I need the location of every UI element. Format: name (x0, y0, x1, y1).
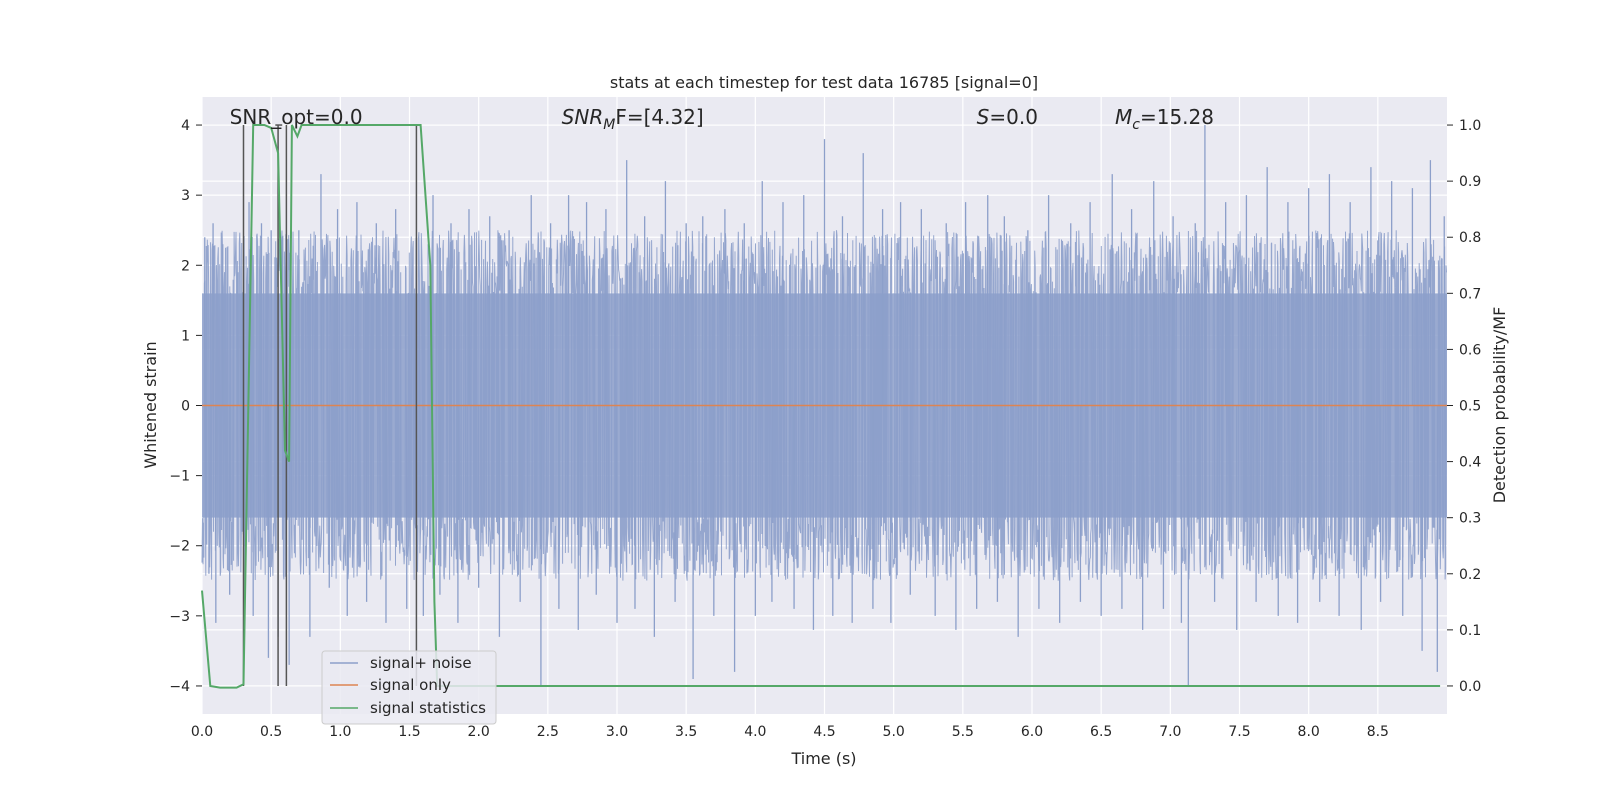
x-tick-label: 6.5 (1090, 724, 1112, 740)
signal-statistics-line (201, 124, 1441, 689)
series-lines (201, 124, 1447, 689)
y-right-tick-label: 0.0 (1459, 679, 1481, 695)
x-tick-label: 5.5 (952, 724, 974, 740)
y-right-tick-label: 0.3 (1459, 511, 1481, 527)
x-tick-label: 8.0 (1298, 724, 1320, 740)
y-right-tick-label: 0.7 (1459, 286, 1481, 302)
y-tick-label: 1 (181, 328, 190, 344)
chart-title: stats at each timestep for test data 167… (610, 73, 1038, 92)
y-tick-label: −3 (169, 609, 190, 625)
x-tick-label: 8.5 (1367, 724, 1389, 740)
x-tick-label: 1.5 (398, 724, 420, 740)
y-right-tick-label: 0.9 (1459, 174, 1481, 190)
x-tick-label: 7.0 (1159, 724, 1181, 740)
tick-labels: 0.0 0.5 1.0 1.5 2.0 2.5 3.0 3.5 4.0 4.5 5.0 5.5 6.0 6… (169, 118, 1481, 740)
y-right-tick-label: 1.0 (1459, 118, 1481, 134)
x-tick-label: 3.5 (675, 724, 697, 740)
legend-label-signal-statistics: signal statistics (370, 699, 486, 717)
y-right-tick-label: 0.8 (1459, 230, 1481, 246)
x-tick-label: 4.0 (744, 724, 766, 740)
y-right-tick-label: 0.6 (1459, 342, 1481, 358)
y-axis-label: Whitened strain (141, 341, 160, 468)
y-right-tick-label: 0.1 (1459, 623, 1481, 639)
y-right-tick-label: 0.5 (1459, 399, 1481, 415)
x-axis-label: Time (s) (790, 749, 856, 768)
y-tick-label: −4 (169, 679, 190, 695)
x-tick-label: 2.5 (537, 724, 559, 740)
x-tick-label: 0.5 (260, 724, 282, 740)
x-tick-label: 7.5 (1228, 724, 1250, 740)
annotation-0: SNR_opt=0.0 (230, 105, 363, 129)
annotations: SNR_opt=0.0 SNRMF=[4.32] S=0.0 Mc=15.28 (230, 105, 1214, 133)
annotation-2: S=0.0 (977, 105, 1038, 129)
x-tick-label: 2.0 (468, 724, 490, 740)
x-tick-label: 4.5 (813, 724, 835, 740)
y-right-tick-label: 0.4 (1459, 455, 1481, 471)
annotation-1: SNRMF=[4.32] (562, 105, 704, 133)
y-tick-label: 2 (181, 258, 190, 274)
y-tick-label: 3 (181, 188, 190, 204)
x-tick-label: 6.0 (1021, 724, 1043, 740)
legend-label-signal-only: signal only (370, 676, 451, 694)
legend: signal+ noise signal only signal statist… (321, 650, 497, 725)
x-tick-label: 1.0 (329, 724, 351, 740)
y-tick-label: 0 (181, 399, 190, 415)
y-right-tick-label: 0.2 (1459, 567, 1481, 583)
y-tick-label: −1 (169, 469, 190, 485)
y-tick-label: 4 (181, 118, 190, 134)
x-tick-label: 5.0 (883, 724, 905, 740)
legend-label-signal-plus-noise: signal+ noise (370, 654, 472, 672)
x-tick-label: 3.0 (606, 724, 628, 740)
legend-box (321, 650, 497, 725)
annotation-3: Mc=15.28 (1115, 105, 1214, 133)
x-tick-label: 0.0 (191, 724, 213, 740)
y-tick-label: −2 (169, 539, 190, 555)
y-axis-label-right: Detection probability/MF (1490, 307, 1509, 504)
